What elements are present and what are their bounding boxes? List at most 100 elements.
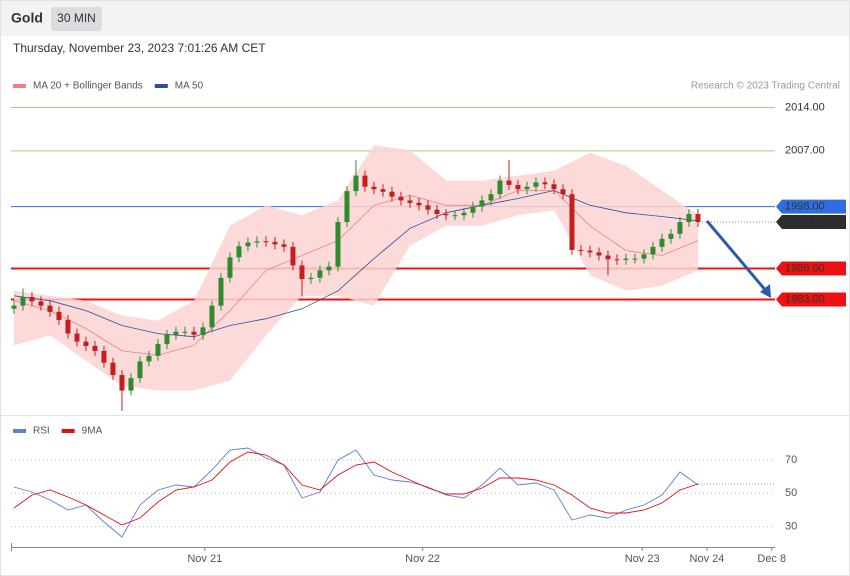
x-tick-label: Nov 22: [405, 553, 440, 565]
candle-body: [191, 331, 197, 335]
candle-body: [407, 200, 413, 203]
candle-body: [227, 257, 233, 278]
indicator-line: [13, 447, 699, 538]
candle-body: [515, 184, 521, 190]
indicator-line: [13, 451, 699, 526]
candle-body: [128, 378, 134, 391]
x-tick-label: Dec 8: [757, 553, 786, 565]
y-tick-label: 50: [785, 487, 797, 499]
candle-body: [695, 214, 701, 223]
candle-body: [119, 375, 125, 391]
candle-body: [461, 212, 467, 216]
candle-body: [650, 246, 656, 255]
legend-swatch: [154, 84, 168, 88]
candle-body: [524, 186, 530, 190]
last-price-label: 1995.51: [785, 216, 825, 228]
legend-label: MA 50: [175, 81, 204, 92]
legend-label: MA 20 + Bollinger Bands: [33, 81, 143, 92]
candle-body: [470, 206, 476, 213]
candle-body: [65, 319, 71, 334]
timeframe-pill: [51, 7, 102, 31]
candle-body: [398, 196, 404, 201]
candle-body: [155, 344, 161, 356]
header-bar: [0, 0, 850, 36]
candle-body: [308, 277, 314, 280]
candle-body: [209, 305, 215, 328]
candle-body: [452, 215, 458, 217]
y-tick-label: 70: [785, 454, 797, 466]
candle-body: [236, 246, 242, 258]
forecast-arrowhead: [760, 284, 771, 298]
candle-body: [182, 331, 188, 333]
level-label-box: [776, 261, 846, 276]
candle-body: [443, 214, 449, 216]
candle-body: [317, 270, 323, 278]
candle-body: [362, 175, 368, 187]
level-label-box: [776, 292, 846, 307]
candle-body: [11, 305, 17, 309]
level-label: 1988.00: [785, 262, 825, 274]
candle-body: [281, 244, 287, 247]
candle-body: [542, 182, 548, 185]
level-label: 2007.00: [785, 145, 825, 157]
legend-swatch: [13, 429, 26, 433]
forecast-arrow: [705, 220, 769, 293]
candle-body: [416, 202, 422, 206]
candle-body: [488, 194, 494, 201]
y-tick-label: 30: [785, 521, 797, 533]
candle-body: [506, 180, 512, 185]
candle-body: [29, 297, 35, 302]
candle-body: [47, 305, 53, 312]
candle-body: [389, 191, 395, 197]
candle-body: [101, 350, 107, 363]
candle-body: [164, 334, 170, 345]
candle-body: [74, 333, 80, 342]
candle-body: [290, 246, 296, 266]
candle-body: [560, 189, 566, 195]
x-tick-label: Nov 23: [625, 553, 660, 565]
candle-body: [146, 355, 152, 362]
candle-body: [641, 254, 647, 259]
candle-body: [596, 252, 602, 256]
candle-body: [479, 200, 485, 207]
candle-body: [551, 184, 557, 190]
candle-body: [659, 238, 665, 247]
candle-body: [605, 255, 611, 260]
candle-body: [218, 277, 224, 306]
level-label: 2014.00: [785, 101, 825, 113]
level-label: 1983.00: [785, 293, 825, 305]
candle-body: [497, 180, 503, 195]
candle-body: [335, 222, 341, 267]
candle-body: [668, 233, 674, 239]
candle-body: [533, 182, 539, 187]
candle-body: [38, 301, 44, 306]
timestamp: Thursday, November 23, 2023 7:01:26 AM C…: [13, 41, 266, 55]
candle-body: [587, 250, 593, 253]
moving-average: [13, 190, 699, 338]
candle-body: [371, 186, 377, 190]
candle-body: [272, 241, 278, 245]
candle-body: [614, 259, 620, 261]
candle-body: [578, 249, 584, 251]
instrument-title: Gold: [11, 10, 43, 26]
candle-body: [326, 266, 332, 271]
legend-label: RSI: [33, 426, 50, 437]
legend-swatch: [13, 84, 26, 88]
level-label: 1998.00: [785, 200, 825, 212]
candle-body: [434, 209, 440, 215]
candle-body: [92, 345, 98, 351]
candle-body: [425, 205, 431, 210]
candle-body: [632, 258, 638, 260]
candle-body: [380, 189, 386, 192]
moving-average: [13, 190, 699, 356]
candle-body: [137, 361, 143, 379]
candle-body: [110, 362, 116, 376]
source-note: Research © 2023 Trading Central: [691, 81, 840, 92]
x-tick-label: Nov 24: [690, 553, 725, 565]
candle-body: [686, 214, 692, 223]
timeframe: 30 MIN: [57, 11, 96, 25]
level-label-box: [776, 199, 846, 214]
candle-body: [245, 242, 251, 247]
candle-body: [569, 194, 575, 250]
